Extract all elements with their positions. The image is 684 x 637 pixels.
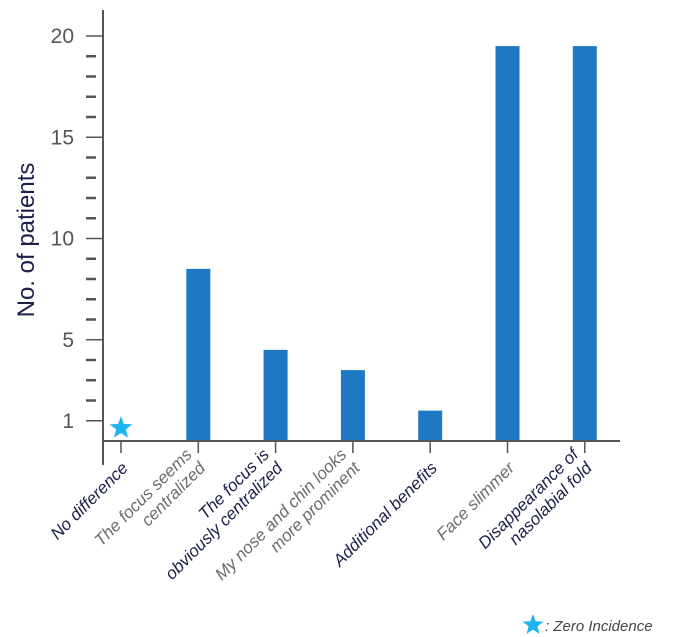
y-tick-label: 1	[62, 410, 74, 433]
bar	[495, 46, 520, 441]
bar	[418, 410, 443, 441]
y-tick-label: 20	[51, 25, 74, 48]
star-icon	[522, 614, 544, 634]
bar	[186, 268, 211, 441]
bars	[109, 46, 597, 453]
bar	[572, 46, 597, 441]
y-tick-label: 5	[62, 329, 74, 352]
star-icon	[109, 416, 133, 438]
bar	[340, 370, 365, 441]
legend-text: : Zero Incidence	[545, 618, 653, 635]
y-tick-label: 10	[51, 228, 74, 251]
y-tick-label: 15	[51, 126, 74, 149]
minor-ticks	[86, 55, 96, 402]
bar	[263, 349, 288, 441]
x-tick-label: Disappearance ofnasolabial fold	[475, 443, 598, 566]
legend: : Zero Incidence	[522, 614, 653, 635]
y-axis-label: No. of patients	[13, 163, 40, 318]
